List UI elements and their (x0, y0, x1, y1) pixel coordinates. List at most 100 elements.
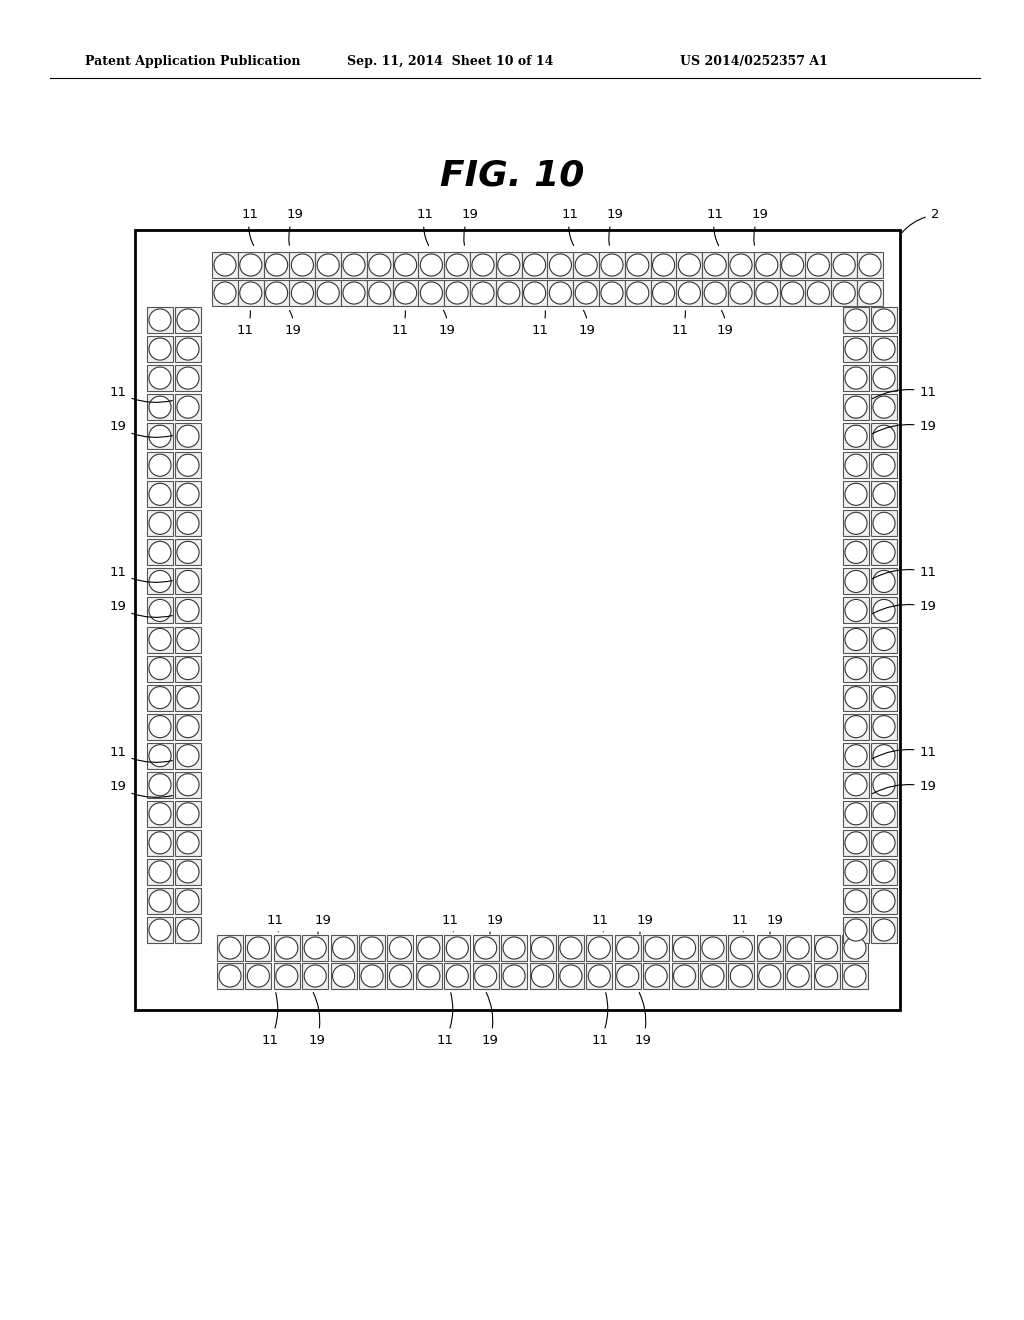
Bar (702, 280, 728, 306)
Text: 19: 19 (486, 913, 504, 935)
Circle shape (472, 253, 494, 276)
Circle shape (304, 937, 327, 960)
Circle shape (148, 367, 171, 389)
Circle shape (148, 512, 171, 535)
Bar (217, 964, 243, 989)
Bar (238, 280, 264, 306)
Circle shape (872, 338, 895, 360)
Text: Patent Application Publication: Patent Application Publication (85, 55, 300, 69)
Circle shape (588, 937, 610, 960)
Circle shape (177, 425, 199, 447)
Bar (871, 627, 897, 652)
Bar (871, 453, 897, 478)
Circle shape (177, 832, 199, 854)
Circle shape (523, 282, 546, 304)
Bar (175, 627, 201, 652)
Bar (387, 935, 414, 961)
Text: 19: 19 (308, 993, 326, 1047)
Circle shape (472, 282, 494, 304)
Text: 19: 19 (872, 421, 936, 434)
Circle shape (560, 965, 582, 987)
Bar (147, 395, 173, 420)
Circle shape (872, 832, 895, 854)
Bar (419, 252, 444, 279)
Bar (700, 935, 726, 961)
Circle shape (845, 657, 867, 680)
Circle shape (177, 774, 199, 796)
Circle shape (845, 599, 867, 622)
Circle shape (627, 253, 649, 276)
Bar (806, 252, 831, 279)
Circle shape (872, 803, 895, 825)
Circle shape (872, 744, 895, 767)
Circle shape (872, 657, 895, 680)
Circle shape (815, 937, 838, 960)
Circle shape (844, 937, 866, 960)
Circle shape (845, 425, 867, 447)
Text: US 2014/0252357 A1: US 2014/0252357 A1 (680, 55, 827, 69)
Circle shape (872, 367, 895, 389)
Bar (871, 511, 897, 536)
Circle shape (705, 282, 726, 304)
Bar (147, 627, 173, 652)
Circle shape (369, 253, 391, 276)
Text: 11: 11 (110, 746, 172, 763)
Circle shape (148, 890, 171, 912)
Circle shape (872, 454, 895, 477)
Bar (757, 935, 782, 961)
Bar (754, 252, 780, 279)
Circle shape (859, 253, 881, 276)
Bar (843, 511, 869, 536)
Circle shape (787, 965, 809, 987)
Text: 11: 11 (592, 913, 608, 932)
Bar (175, 569, 201, 594)
Text: 11: 11 (261, 993, 279, 1047)
Bar (175, 917, 201, 942)
Circle shape (418, 965, 440, 987)
Circle shape (248, 965, 269, 987)
Circle shape (787, 937, 809, 960)
Circle shape (674, 965, 695, 987)
Bar (147, 685, 173, 710)
Circle shape (148, 570, 171, 593)
Circle shape (872, 570, 895, 593)
Circle shape (304, 965, 327, 987)
Circle shape (730, 937, 753, 960)
Circle shape (627, 282, 649, 304)
Circle shape (844, 965, 866, 987)
Text: 19: 19 (752, 209, 768, 246)
Circle shape (275, 965, 298, 987)
Text: 11: 11 (731, 913, 749, 932)
Circle shape (148, 309, 171, 331)
Circle shape (872, 861, 895, 883)
Bar (147, 569, 173, 594)
Circle shape (240, 253, 262, 276)
Bar (175, 453, 201, 478)
Circle shape (845, 832, 867, 854)
Text: 19: 19 (110, 421, 172, 437)
Circle shape (177, 686, 199, 709)
Text: 19: 19 (767, 913, 783, 935)
Circle shape (616, 965, 639, 987)
Circle shape (177, 396, 199, 418)
Circle shape (177, 454, 199, 477)
Bar (871, 308, 897, 333)
Bar (263, 252, 290, 279)
Bar (175, 424, 201, 449)
Bar (331, 935, 356, 961)
Circle shape (343, 253, 365, 276)
Bar (842, 964, 868, 989)
Circle shape (872, 628, 895, 651)
Circle shape (369, 282, 391, 304)
Bar (416, 964, 442, 989)
Text: 19: 19 (872, 780, 936, 793)
Bar (302, 935, 329, 961)
Text: Sep. 11, 2014  Sheet 10 of 14: Sep. 11, 2014 Sheet 10 of 14 (347, 55, 553, 69)
Circle shape (872, 541, 895, 564)
Bar (273, 964, 300, 989)
Bar (175, 656, 201, 681)
Text: 11: 11 (436, 993, 454, 1047)
Bar (444, 252, 470, 279)
Circle shape (240, 282, 262, 304)
Bar (175, 772, 201, 797)
